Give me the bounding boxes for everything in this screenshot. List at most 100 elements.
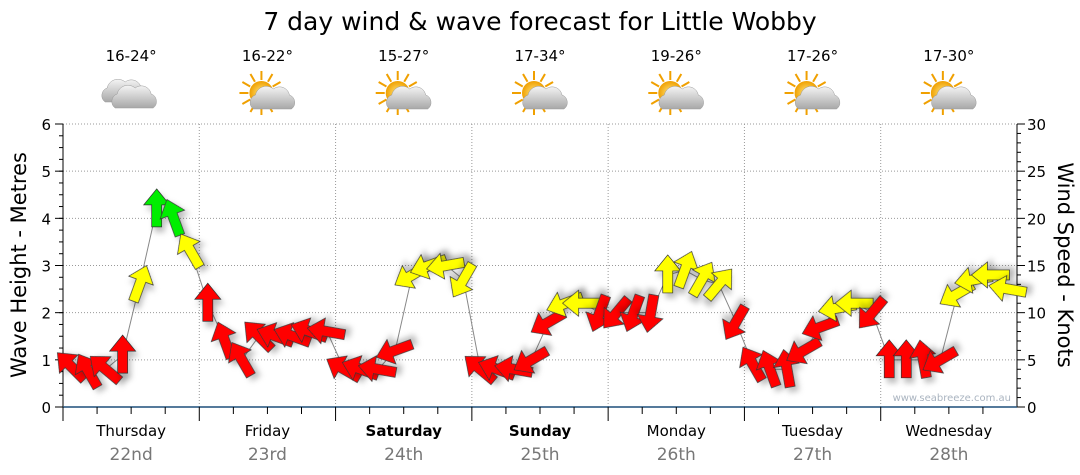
y2-tick-label: 10 — [1027, 305, 1046, 323]
wind-arrow — [739, 346, 767, 384]
day-label: Saturday — [366, 422, 443, 440]
y-tick-label: 0 — [41, 399, 51, 417]
sun-ray — [522, 73, 529, 83]
chart-title: 7 day wind & wave forecast for Little Wo… — [263, 7, 817, 36]
temperature-range: 16-22° — [242, 47, 293, 65]
y-tick-label: 4 — [41, 210, 51, 228]
y2-tick-label: 0 — [1027, 399, 1037, 417]
sun-ray — [930, 73, 938, 83]
sun-ray — [267, 73, 274, 83]
wind-arrow — [801, 315, 841, 341]
wind-arrow — [89, 356, 124, 386]
y-tick-label: 1 — [41, 352, 51, 370]
wind-arrow — [426, 252, 466, 280]
sun-ray — [385, 73, 393, 83]
temperature-range: 17-26° — [787, 47, 838, 65]
sun-ray — [923, 81, 933, 88]
sun-ray — [378, 81, 387, 88]
sun-ray — [249, 73, 256, 83]
temperature-range: 15-27° — [378, 47, 429, 65]
y-tick-label: 2 — [41, 305, 51, 323]
sun-ray — [539, 73, 546, 83]
wind-arrow — [603, 295, 633, 329]
cloud-shape — [522, 86, 568, 110]
y2-tick-label: 30 — [1027, 116, 1046, 134]
temperature-range: 17-34° — [514, 47, 565, 65]
wind-arrow — [108, 334, 137, 374]
sun-ray — [514, 98, 524, 105]
partly-cloudy-icon — [239, 71, 295, 115]
wind-arrow — [636, 293, 664, 333]
sun-ray — [544, 81, 554, 88]
temperature-range: 17-30° — [923, 47, 974, 65]
sun-ray — [241, 98, 251, 105]
date-label: 23rd — [248, 445, 287, 465]
day-label: Monday — [647, 422, 706, 440]
y2-tick-label: 25 — [1027, 163, 1046, 181]
date-label: 27th — [793, 445, 832, 465]
wind-arrow — [922, 346, 959, 374]
wind-arrow — [375, 338, 415, 365]
sun-ray — [675, 73, 683, 83]
day-label: Wednesday — [905, 422, 992, 440]
sun-ray — [953, 81, 963, 88]
y-tick-label: 3 — [41, 258, 51, 276]
wind-arrow — [128, 265, 154, 304]
y2-tick-label: 20 — [1027, 210, 1046, 228]
sun-ray — [923, 98, 933, 105]
wind-arrow — [988, 274, 1028, 302]
temperature-range: 16-24° — [106, 47, 157, 65]
sun-ray — [650, 81, 660, 88]
day-label: Sunday — [509, 422, 572, 440]
wind-arrow — [702, 268, 733, 302]
date-label: 22nd — [110, 445, 153, 465]
y-tick-label: 5 — [41, 163, 51, 181]
sun-ray — [514, 81, 524, 88]
date-label: 28th — [929, 445, 968, 465]
date-label: 25th — [520, 445, 559, 465]
wind-arrow — [306, 317, 347, 345]
sun-ray — [408, 81, 418, 88]
sun-ray — [272, 81, 281, 88]
wind-arrow — [786, 336, 823, 365]
sun-ray — [812, 73, 819, 83]
y2-tick-label: 15 — [1027, 258, 1046, 276]
wind-arrow — [858, 295, 889, 329]
wind-arrow — [892, 339, 921, 379]
wind-arrow — [177, 233, 205, 270]
date-label: 26th — [657, 445, 696, 465]
sun-ray — [948, 73, 955, 83]
y2-axis-label: Wind Speed - Knots — [1053, 162, 1077, 367]
day-label: Thursday — [95, 422, 166, 440]
partly-cloudy-icon — [375, 71, 432, 115]
day-label: Tuesday — [781, 422, 843, 440]
cloud-shape — [386, 86, 432, 110]
wind-arrow — [56, 352, 89, 384]
sun-ray — [787, 81, 796, 88]
sun-ray — [658, 73, 665, 83]
cloud-shape — [795, 86, 841, 110]
date-label: 24th — [384, 445, 423, 465]
wind-arrow — [513, 346, 551, 374]
partly-cloudy-icon — [784, 71, 841, 115]
partly-cloudy-icon — [648, 71, 704, 115]
cloud-shape — [249, 86, 295, 110]
day-label: Friday — [245, 422, 291, 440]
y2-tick-label: 5 — [1027, 352, 1037, 370]
partly-cloudy-icon — [512, 71, 568, 115]
wind-arrow — [449, 261, 478, 298]
wind-arrow — [970, 261, 1010, 289]
watermark: www.seabreeze.com.au — [893, 393, 1011, 404]
sun-ray — [794, 73, 801, 83]
wind-arrow — [194, 282, 222, 322]
partly-cloudy-icon — [920, 71, 977, 115]
sun-ray — [650, 98, 660, 105]
wind-arrow — [722, 303, 750, 340]
cloudy-icon — [101, 79, 157, 109]
sun-ray — [241, 81, 251, 88]
wind-arrow — [228, 342, 256, 379]
wind-arrow — [875, 339, 903, 379]
sun-ray — [681, 81, 690, 88]
